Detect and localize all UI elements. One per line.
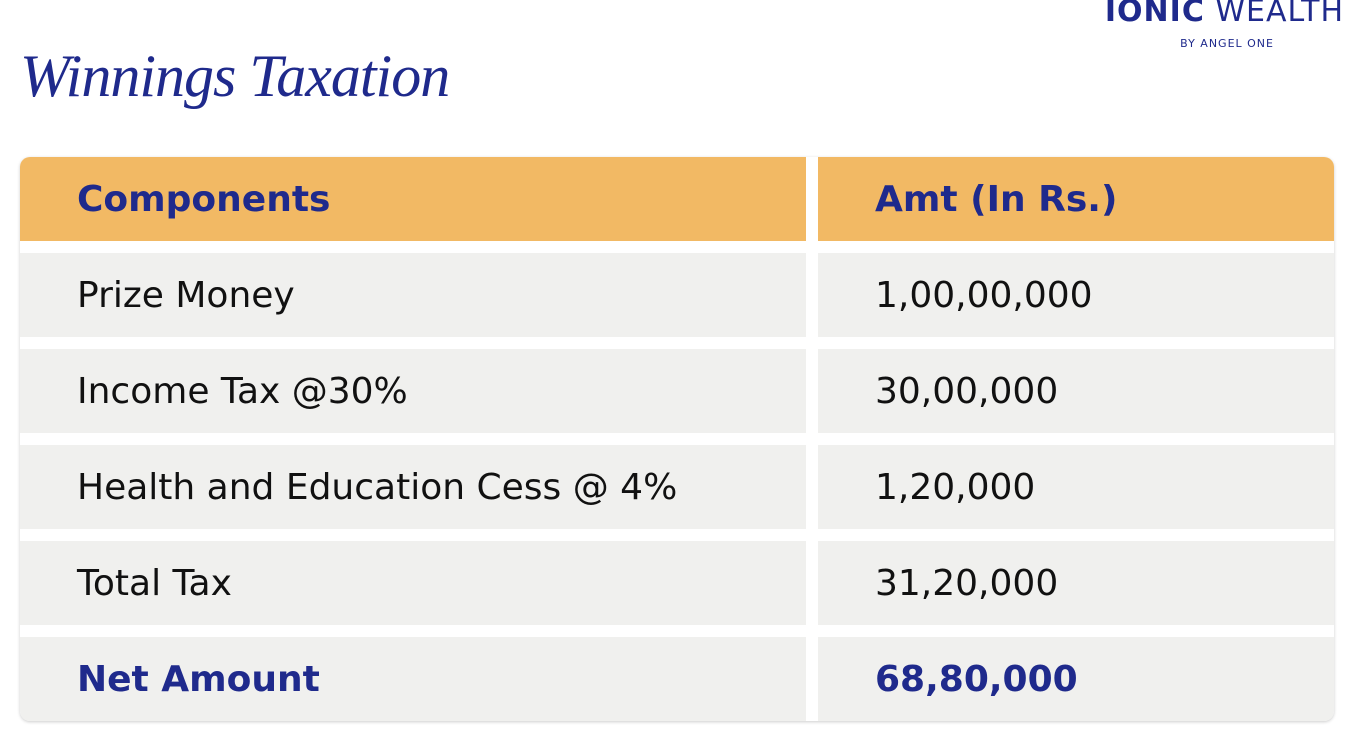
brand-tagline: BY ANGEL ONE [1180,37,1274,50]
brand-name-bold: IONIC [1104,0,1205,29]
table-cell: Income Tax @30% [20,349,806,433]
table-cell: Prize Money [20,253,806,337]
table-cell: 31,20,000 [818,541,1334,625]
brand-logo: IONIC WEALTH BY ANGEL ONE [1084,0,1344,52]
tax-table: Components Amt (In Rs.) Prize Money 1,00,00… [20,157,1334,721]
brand-name: IONIC WEALTH [1105,0,1344,29]
table-cell: Health and Education Cess @ 4% [20,445,806,529]
table-cell: Total Tax [20,541,806,625]
header-cell: Components [20,157,806,241]
brand-name-light: WEALTH [1215,0,1344,29]
table-cell: 1,00,00,000 [818,253,1334,337]
page-title: Winnings Taxation [20,43,450,109]
table-cell: Net Amount [20,637,806,721]
table-cell: 30,00,000 [818,349,1334,433]
table-cell: 1,20,000 [818,445,1334,529]
header-cell: Amt (In Rs.) [818,157,1334,241]
table-cell: 68,80,000 [818,637,1334,721]
